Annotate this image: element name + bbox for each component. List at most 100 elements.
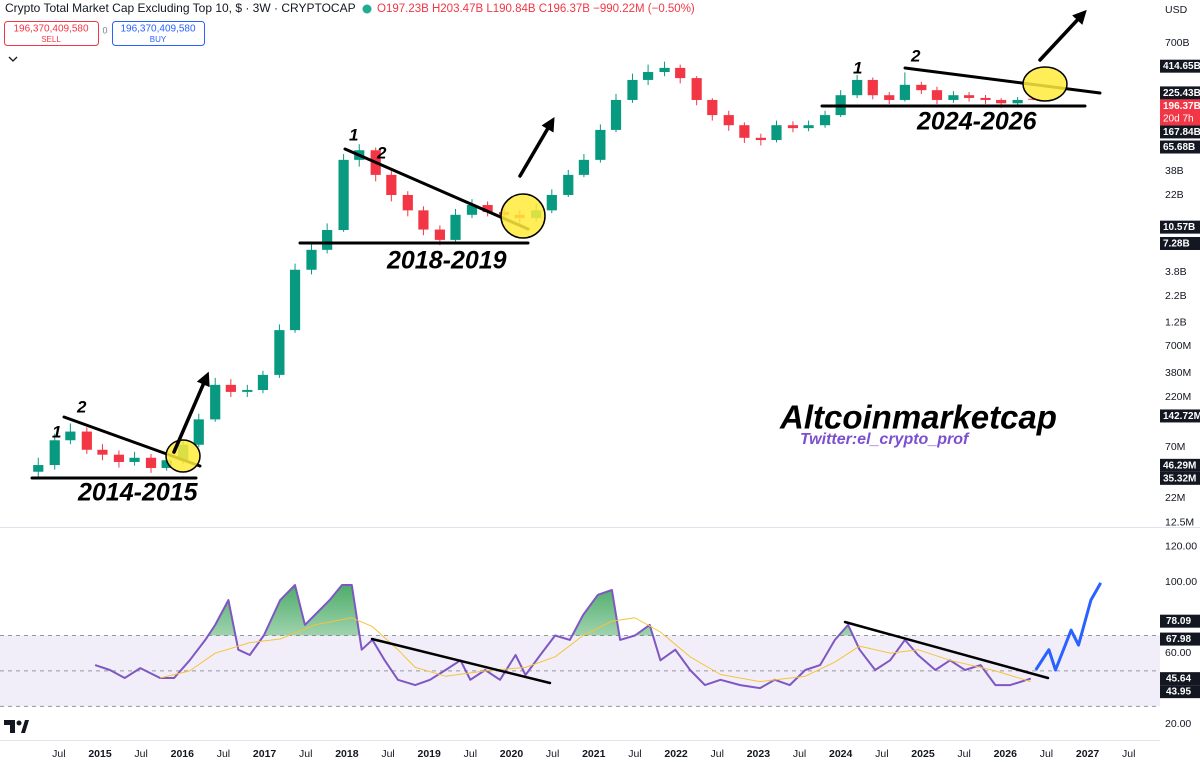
candle-body [899, 84, 910, 100]
buy-box[interactable] [112, 21, 205, 46]
x-tick-label: 2015 [88, 748, 112, 760]
candle-body [578, 159, 590, 175]
trendline [343, 147, 530, 231]
candle-body [642, 72, 654, 80]
sell-label[interactable]: SELL [41, 35, 61, 44]
indicator-trendline [843, 620, 1050, 680]
candle-body [450, 214, 461, 240]
price-pane [33, 61, 1039, 478]
price-label: 10.57B [1163, 222, 1195, 233]
y-tick-label: 120.00 [1165, 541, 1197, 553]
price-label-box [1160, 220, 1200, 234]
x-tick-label: 2023 [747, 748, 771, 760]
x-tick-label: 2022 [664, 748, 688, 760]
indicator-value-box [1160, 632, 1200, 646]
candle-body [948, 95, 959, 100]
arrow [518, 116, 555, 178]
price-label-box [1160, 140, 1200, 154]
indicator-pane [0, 582, 1160, 707]
wave-label: 2 [910, 46, 921, 65]
logo-part [4, 720, 15, 733]
candle-body [257, 374, 269, 390]
period-label: 2014-2015 [77, 479, 199, 507]
candle-body [627, 79, 638, 100]
rsi-line [94, 584, 1032, 690]
x-tick-label: 2018 [335, 748, 359, 760]
candle-body [402, 194, 413, 211]
x-tick-label: Jul [546, 748, 559, 760]
breakout-circle [500, 193, 546, 239]
price-label: 225.43B [1163, 88, 1200, 99]
candle-body [1012, 99, 1023, 104]
candle-body [225, 384, 236, 392]
candle-body [980, 97, 991, 100]
indicator-value: 67.98 [1166, 634, 1191, 645]
sell-price[interactable]: 196,370,409,580 [13, 24, 89, 35]
candle-body [322, 230, 333, 250]
candle-body [338, 159, 349, 231]
header: Crypto Total Market Cap Excluding Top 10… [4, 1, 1188, 733]
currency[interactable]: USD [1165, 4, 1188, 16]
x-tick-label: Jul [1122, 748, 1135, 760]
candle-body [482, 205, 493, 213]
candle-body [803, 125, 814, 129]
buy-label[interactable]: BUY [150, 35, 167, 44]
candle-body [819, 115, 831, 126]
candle-body [755, 137, 766, 141]
candle-body [610, 99, 622, 130]
price-label-box [1160, 236, 1200, 250]
candle-body [466, 205, 478, 215]
x-tick-label: Jul [957, 748, 970, 760]
candle-body [852, 79, 863, 96]
rsi-average-line [159, 617, 1031, 683]
buy-button[interactable]: 196,370,409,580 BUY [112, 21, 205, 46]
x-tick-label: Jul [464, 748, 477, 760]
x-tick-label: 2019 [418, 748, 442, 760]
spread: 0 [102, 25, 107, 35]
logo-part [16, 720, 22, 726]
candle-body [289, 269, 301, 331]
x-tick-label: Jul [875, 748, 888, 760]
wave-label: 2 [76, 397, 87, 416]
price-label: 142.72M [1163, 411, 1200, 422]
candle-body [931, 90, 943, 100]
collapse-chevron[interactable] [8, 56, 18, 62]
price-label-box [1160, 86, 1200, 100]
watermark-title: Altcoinmarketcap [779, 399, 1057, 436]
wave-label: 1 [853, 58, 862, 77]
candle-body [707, 99, 718, 116]
candle-body [113, 454, 125, 462]
last-price-label: 196.37B [1163, 101, 1200, 112]
breakout-circle [1022, 66, 1068, 102]
buy-price[interactable]: 196,370,409,580 [120, 24, 196, 35]
y-tick-label: 60.00 [1165, 647, 1191, 659]
sell-box[interactable] [4, 21, 99, 46]
x-tick-label: Jul [52, 748, 65, 760]
y-tick-label: 22M [1165, 492, 1185, 504]
arrow [172, 371, 210, 454]
price-label-box [1160, 458, 1200, 472]
ohlc-legend: O197.23B H203.47B L190.84B C196.37B −990… [377, 3, 695, 15]
y-tick-label: 3.8B [1165, 266, 1187, 278]
indicator-trendline [370, 637, 552, 685]
y-tick-label: 2.2B [1165, 290, 1187, 302]
candle-body [916, 84, 927, 91]
candle-body [81, 431, 92, 450]
indicator-value: 45.64 [1166, 674, 1191, 685]
indicator-value-box [1160, 672, 1200, 686]
x-tick-label: Jul [1040, 748, 1053, 760]
sell-button[interactable]: 196,370,409,580 SELL [4, 21, 99, 46]
x-tick-label: 2025 [911, 748, 935, 760]
wave-label: 2 [376, 143, 387, 162]
candle-body [563, 174, 574, 195]
period-label: 2018-2019 [386, 247, 507, 275]
candle-body [546, 194, 557, 211]
x-tick-label: 2026 [994, 748, 1018, 760]
candle-body [884, 95, 895, 100]
indicator-value-box [1160, 614, 1200, 628]
candle-body [963, 95, 975, 98]
bar-countdown: 20d 7h [1163, 114, 1194, 125]
candle-body [242, 389, 253, 392]
x-tick-label: Jul [628, 748, 641, 760]
